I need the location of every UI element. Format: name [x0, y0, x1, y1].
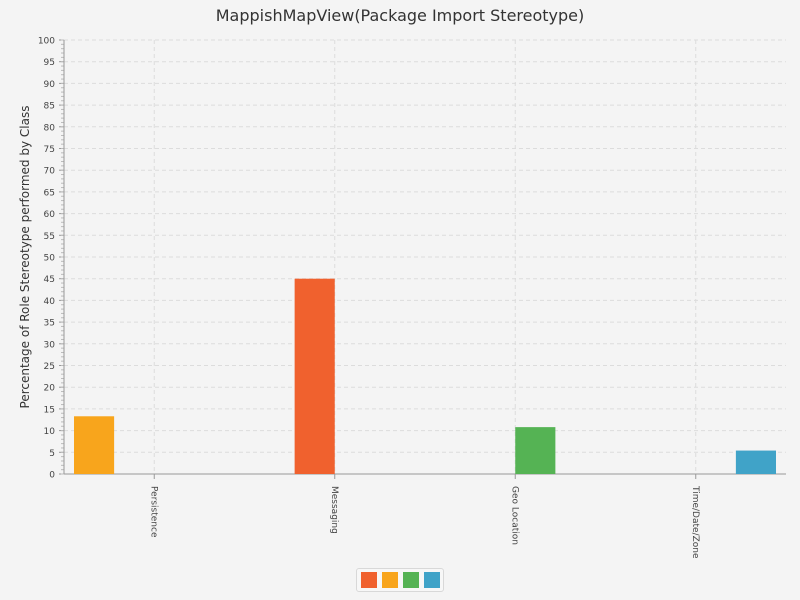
y-tick-label: 65: [44, 188, 55, 198]
y-tick-label: 0: [49, 471, 55, 481]
bar: [294, 278, 335, 474]
y-tick-label: 20: [44, 384, 56, 394]
y-tick-label: 80: [44, 123, 56, 133]
bar: [74, 416, 115, 474]
y-tick-label: 60: [44, 210, 56, 220]
axes: [59, 39, 786, 479]
y-tick-label: 90: [44, 80, 56, 90]
legend-swatch: [402, 572, 419, 588]
legend-swatch: [423, 572, 440, 588]
legend-swatch: [381, 572, 398, 588]
legend: [356, 568, 444, 592]
y-tick-label: 35: [44, 319, 55, 329]
chart-title: MappishMapView(Package Import Stereotype…: [215, 6, 585, 25]
bar: [515, 427, 556, 474]
labels: 0 5 10 15 20 25 30 35 40 45 50 55 60 65 70 75 80 85 90 95 10…: [38, 37, 700, 559]
y-tick-label: 70: [44, 167, 56, 177]
y-tick-label: 15: [44, 405, 55, 415]
y-tick-label: 40: [44, 297, 56, 307]
x-tick-label: Geo Location: [509, 486, 519, 545]
y-tick-label: 100: [38, 37, 55, 47]
y-tick-label: 45: [44, 275, 55, 285]
x-tick-label: Messaging: [329, 486, 339, 534]
legend-swatch: [360, 572, 377, 588]
y-tick-label: 95: [44, 58, 55, 68]
y-tick-label: 30: [44, 340, 56, 350]
y-tick-label: 75: [44, 145, 55, 155]
grid-lines: [64, 39, 786, 474]
y-tick-label: 85: [44, 102, 55, 112]
x-tick-label: Time/Date/Zone: [690, 485, 700, 559]
y-tick-label: 25: [44, 362, 55, 372]
x-tick-label: Persistence: [148, 486, 158, 538]
y-axis-label: Percentage of Role Stereotype performed …: [18, 106, 32, 409]
y-tick-label: 10: [44, 427, 56, 437]
bar: [735, 450, 776, 474]
y-tick-label: 55: [44, 232, 55, 242]
bars: [74, 278, 776, 474]
y-tick-label: 50: [44, 254, 56, 264]
y-tick-label: 5: [49, 449, 55, 459]
